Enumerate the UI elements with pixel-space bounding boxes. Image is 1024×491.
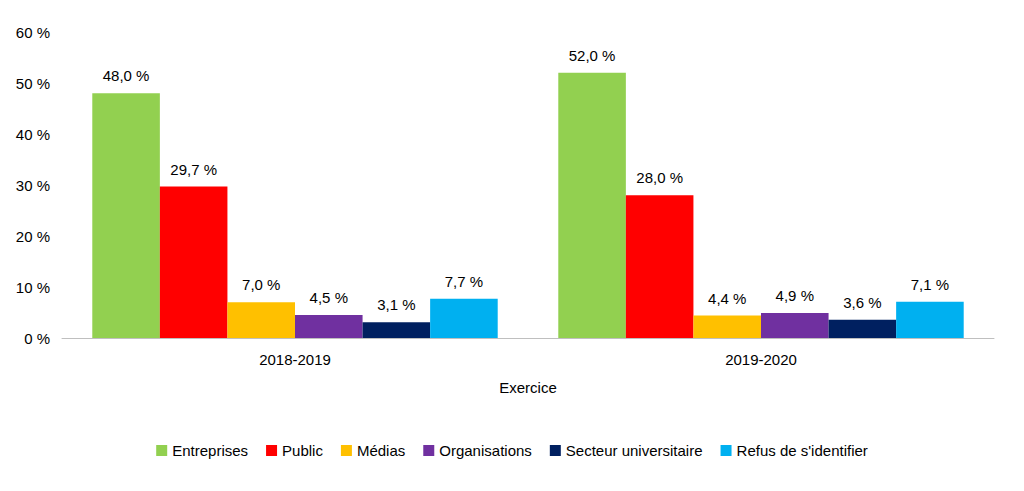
svg-text:4,5 %: 4,5 % <box>310 289 348 306</box>
svg-text:2019-2020: 2019-2020 <box>725 351 797 368</box>
svg-text:52,0 %: 52,0 % <box>569 47 616 64</box>
svg-text:Organisations: Organisations <box>439 442 532 459</box>
svg-text:3,6 %: 3,6 % <box>843 294 881 311</box>
svg-text:Refus de s'identifier: Refus de s'identifier <box>737 442 868 459</box>
svg-text:4,9 %: 4,9 % <box>776 287 814 304</box>
svg-text:60 %: 60 % <box>16 24 50 41</box>
svg-text:20 %: 20 % <box>16 228 50 245</box>
svg-text:4,4 %: 4,4 % <box>708 290 746 307</box>
svg-text:7,0 %: 7,0 % <box>242 276 280 293</box>
svg-text:Public: Public <box>282 442 323 459</box>
svg-text:48,0 %: 48,0 % <box>103 67 150 84</box>
svg-text:Exercice: Exercice <box>499 379 557 396</box>
svg-text:40 %: 40 % <box>16 126 50 143</box>
svg-text:2018-2019: 2018-2019 <box>259 351 331 368</box>
svg-text:Entreprises: Entreprises <box>172 442 248 459</box>
svg-text:28,0 %: 28,0 % <box>636 169 683 186</box>
svg-text:Secteur universitaire: Secteur universitaire <box>566 442 703 459</box>
svg-text:50 %: 50 % <box>16 75 50 92</box>
svg-text:29,7 %: 29,7 % <box>170 161 217 178</box>
svg-text:3,1 %: 3,1 % <box>377 296 415 313</box>
svg-text:0 %: 0 % <box>24 330 50 347</box>
svg-text:7,7 %: 7,7 % <box>445 273 483 290</box>
svg-text:Médias: Médias <box>357 442 405 459</box>
svg-text:7,1 %: 7,1 % <box>911 276 949 293</box>
svg-text:30 %: 30 % <box>16 177 50 194</box>
svg-text:10 %: 10 % <box>16 279 50 296</box>
